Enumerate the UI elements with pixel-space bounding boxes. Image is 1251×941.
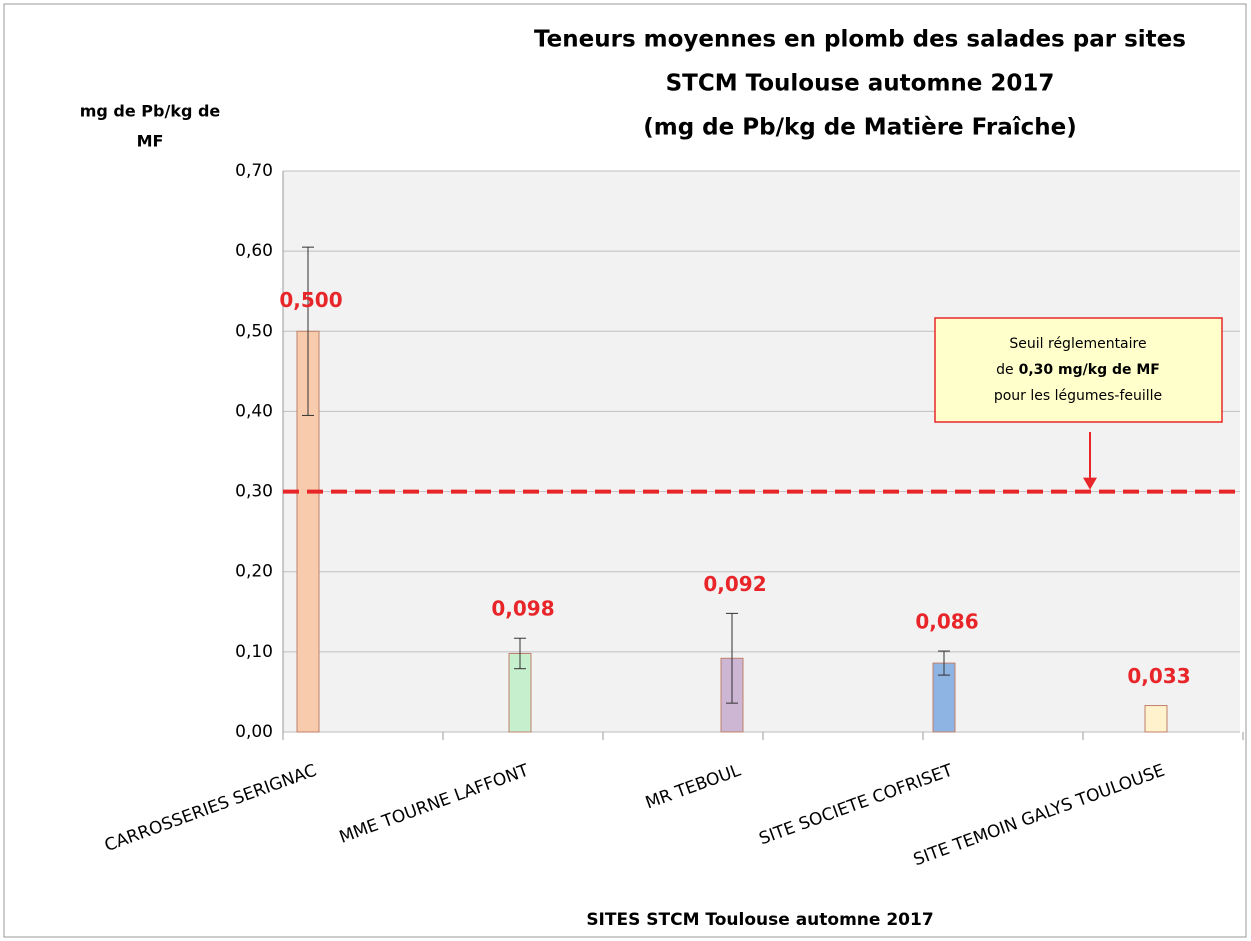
y-tick-label: 0,00 [235, 722, 273, 742]
chart-title: STCM Toulouse automne 2017 [666, 71, 1055, 97]
y-tick-label: 0,60 [235, 241, 273, 261]
annotation-text: de 0,30 mg/kg de MF [996, 362, 1160, 378]
value-label: 0,033 [1127, 664, 1190, 688]
arrow-head [1083, 477, 1097, 490]
chart-title: (mg de Pb/kg de Matière Fraîche) [643, 115, 1077, 141]
value-label: 0,098 [491, 597, 554, 621]
annotation-box [934, 317, 1223, 423]
plot-area [283, 171, 1240, 732]
value-label: 0,086 [915, 610, 978, 634]
bar [1144, 705, 1168, 733]
annotation-text: 0,30 mg/kg de MF [1019, 362, 1160, 378]
chart-title: Teneurs moyennes en plomb des salades pa… [534, 27, 1186, 53]
y-axis-label: mg de Pb/kg de [80, 102, 221, 121]
annotation-text: Seuil réglementaire [1009, 336, 1146, 352]
annotation-text: de [996, 362, 1014, 378]
y-tick-label: 0,40 [235, 401, 273, 421]
y-axis-label: MF [137, 132, 164, 151]
value-label: 0,092 [703, 572, 766, 596]
x-axis-label: SITES STCM Toulouse automne 2017 [586, 910, 933, 930]
y-tick-label: 0,30 [235, 482, 273, 502]
y-tick-label: 0,50 [235, 321, 273, 341]
y-tick-label: 0,10 [235, 642, 273, 662]
y-tick-label: 0,70 [235, 161, 273, 181]
annotation-text: pour les légumes-feuille [994, 388, 1162, 404]
value-label: 0,500 [279, 288, 342, 312]
y-tick-label: 0,20 [235, 562, 273, 582]
